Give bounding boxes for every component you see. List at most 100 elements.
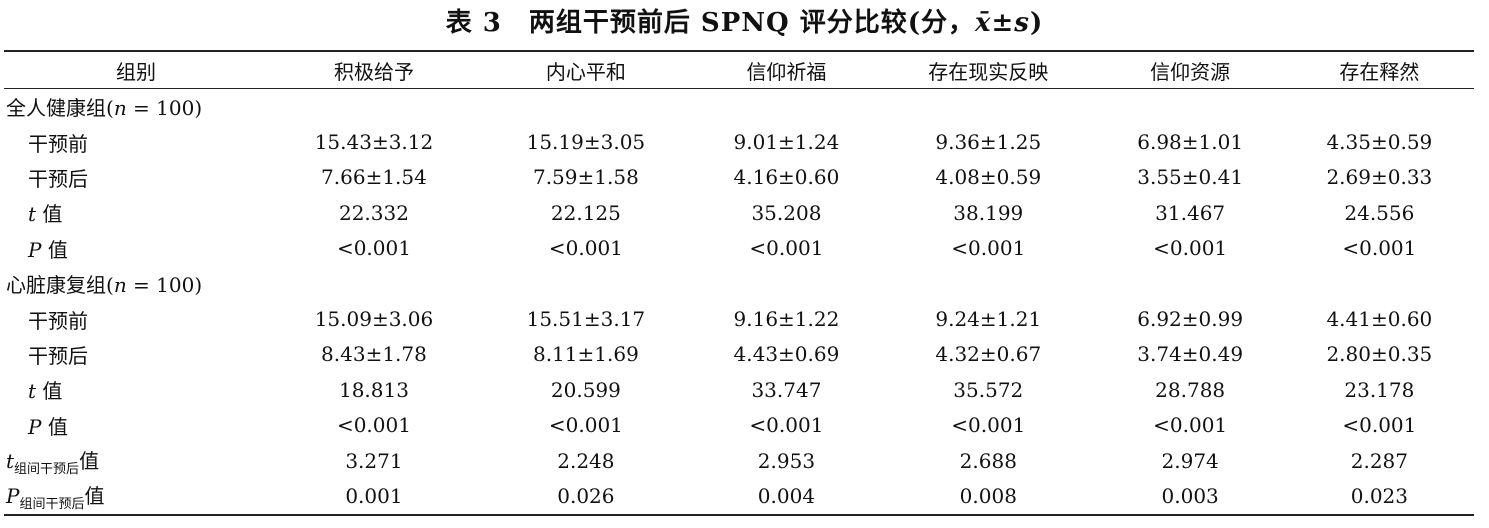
stat-symbol: P [6, 483, 20, 508]
value-cell: 35.208 [751, 200, 822, 225]
table-row: P组间干预后值 0.001 0.026 0.004 0.008 0.003 0.023 [4, 478, 1474, 515]
value-cell: 15.09±3.06 [314, 307, 434, 332]
value-cell: 2.287 [1350, 448, 1408, 473]
row-label: 干预前 [4, 124, 268, 159]
value-cell: <0.001 [336, 236, 411, 261]
value-cell: 38.199 [953, 200, 1024, 225]
value-cell: 0.004 [757, 483, 816, 508]
row-label-text: 干预后 [28, 166, 88, 191]
row-label-symbol: P [28, 414, 42, 439]
row-label: P 值 [4, 231, 268, 266]
value-cell: 6.92±0.99 [1137, 307, 1244, 332]
value-cell: 9.36±1.25 [935, 130, 1042, 155]
row-label: 干预前 [4, 301, 268, 336]
value-cell: 3.55±0.41 [1137, 165, 1244, 190]
value-cell: 2.80±0.35 [1326, 342, 1433, 367]
value-cell: <0.001 [1153, 413, 1228, 438]
stat-subscript: 组间干预后 [14, 461, 80, 477]
value-cell: 9.01±1.24 [733, 130, 840, 155]
value-cell: 9.24±1.21 [935, 307, 1042, 332]
value-cell: <0.001 [1342, 236, 1417, 261]
col-header-6: 存在释然 [1339, 59, 1420, 84]
col-header-group: 组别 [116, 59, 156, 84]
row-label: t 值 [4, 372, 268, 407]
value-cell: 22.332 [338, 200, 409, 225]
value-cell: 22.125 [550, 200, 621, 225]
row-label-text: 干预后 [28, 343, 88, 368]
stat-symbol: t [6, 448, 15, 473]
value-cell: 4.08±0.59 [935, 165, 1042, 190]
table-row: 干预后 7.66±1.54 7.59±1.58 4.16±0.60 4.08±0.59 3… [4, 160, 1474, 195]
value-cell: 15.51±3.17 [526, 307, 646, 332]
col-header-2: 内心平和 [545, 59, 626, 84]
value-cell: 2.953 [757, 448, 816, 473]
value-cell: <0.001 [548, 236, 623, 261]
table-row: t组间干预后值 3.271 2.248 2.953 2.688 2.974 2.287 [4, 443, 1474, 478]
table-row: P 值 <0.001 <0.001 <0.001 <0.001 <0.001 <0.001 [4, 231, 1474, 266]
group-n-value: = 100) [126, 273, 203, 298]
value-cell: 18.813 [338, 377, 409, 402]
value-cell: 0.008 [959, 483, 1017, 508]
value-cell: 8.43±1.78 [321, 342, 427, 367]
row-label: 干预后 [4, 337, 268, 372]
title-suffix: ) [1029, 8, 1044, 38]
value-cell: 3.74±0.49 [1137, 342, 1244, 367]
value-cell: 0.026 [557, 483, 615, 508]
row-label-text: 值 [36, 202, 63, 227]
value-cell: 24.556 [1344, 200, 1415, 225]
value-cell: 20.599 [550, 377, 621, 402]
value-cell: <0.001 [951, 236, 1026, 261]
row-label-text: 值 [41, 414, 68, 439]
stat-suffix: 值 [84, 483, 105, 508]
value-cell: <0.001 [1153, 236, 1228, 261]
value-cell: <0.001 [548, 413, 623, 438]
row-label: P 值 [4, 408, 268, 443]
title-prefix: 表 3 两组干预前后 SPNQ 评分比较(分， [445, 8, 976, 38]
table-row: t 值 22.332 22.125 35.208 38.199 31.467 24.556 [4, 195, 1474, 230]
value-cell: <0.001 [1342, 413, 1417, 438]
value-cell: 7.59±1.58 [532, 165, 639, 190]
row-label-text: 值 [36, 379, 63, 404]
row-label: t 值 [4, 195, 268, 230]
value-cell: 2.248 [557, 448, 615, 473]
group-n-symbol: n [113, 273, 127, 298]
table-row: t 值 18.813 20.599 33.747 35.572 28.788 23.178 [4, 372, 1474, 407]
col-header-4: 存在现实反映 [928, 59, 1049, 84]
row-label-symbol: t [28, 202, 37, 227]
value-cell: 0.023 [1350, 483, 1408, 508]
value-cell: 4.16±0.60 [733, 165, 840, 190]
group-name: 心脏康复组( [6, 273, 114, 298]
value-cell: 15.43±3.12 [314, 130, 434, 155]
value-cell: 2.974 [1161, 448, 1219, 473]
value-cell: 28.788 [1155, 377, 1226, 402]
table-body: 全人健康组(n = 100) 干预前 15.43±3.12 15.19±3.05 9.0… [4, 89, 1474, 515]
value-cell: 4.43±0.69 [733, 342, 840, 367]
value-cell: 0.001 [345, 483, 403, 508]
col-header-3: 信仰祈福 [746, 59, 827, 84]
col-header-1: 积极给予 [333, 59, 414, 84]
stat-subscript: 组间干预后 [19, 496, 85, 512]
group-header-row: 心脏康复组(n = 100) [4, 266, 1474, 301]
value-cell: 33.747 [751, 377, 822, 402]
value-cell: 8.11±1.69 [532, 342, 639, 367]
spnq-comparison-table: 组别 积极给予 内心平和 信仰祈福 存在现实反映 信仰资源 存在释然 全人健康组… [4, 50, 1474, 516]
value-cell: 35.572 [953, 377, 1024, 402]
row-label-text: 干预前 [28, 308, 88, 333]
group-n-value: = 100) [126, 96, 203, 121]
value-cell: 6.98±1.01 [1137, 130, 1244, 155]
row-label-symbol: t [28, 379, 37, 404]
row-label-symbol: P [28, 237, 42, 262]
table-row: 干预前 15.43±3.12 15.19±3.05 9.01±1.24 9.36±1.2… [4, 124, 1474, 159]
group-label: 心脏康复组(n = 100) [4, 266, 1474, 301]
value-cell: 4.32±0.67 [935, 342, 1042, 367]
table-row: 干预前 15.09±3.06 15.51±3.17 9.16±1.22 9.24±1.2… [4, 301, 1474, 336]
value-cell: 9.16±1.22 [733, 307, 840, 332]
value-cell: 3.271 [345, 448, 403, 473]
value-cell: <0.001 [749, 413, 824, 438]
col-header-5: 信仰资源 [1150, 59, 1231, 84]
value-cell: 0.003 [1161, 483, 1219, 508]
value-cell: <0.001 [749, 236, 824, 261]
row-label-text: 值 [41, 237, 68, 262]
table-title: 表 3 两组干预前后 SPNQ 评分比较(分，x̄±s) [0, 2, 1489, 44]
value-cell: 4.41±0.60 [1326, 307, 1433, 332]
